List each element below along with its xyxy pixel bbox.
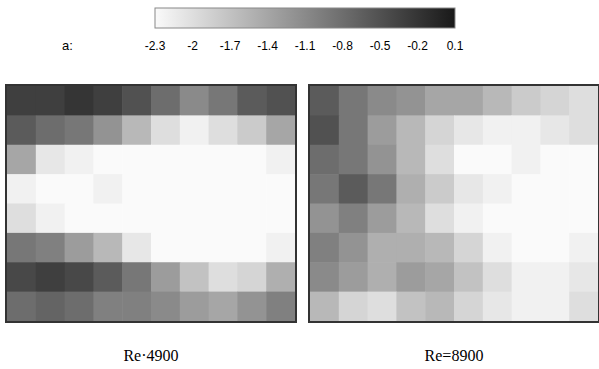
html-text:Re=8900: Re=8900 <box>424 347 484 364</box>
svg-text:-1.4: -1.4 <box>257 39 278 53</box>
svg-text:-1.7: -1.7 <box>220 39 241 53</box>
svg-text:a:: a: <box>62 38 73 53</box>
svg-text:-2.3: -2.3 <box>145 39 166 53</box>
html-text:Re·4900: Re·4900 <box>123 347 179 364</box>
svg-text:-0.8: -0.8 <box>332 39 353 53</box>
svg-text:0.1: 0.1 <box>447 39 464 53</box>
svg-text:-0.2: -0.2 <box>407 39 428 53</box>
svg-text:-1.1: -1.1 <box>295 39 316 53</box>
svg-text:-2: -2 <box>187 39 198 53</box>
svg-text:-0.5: -0.5 <box>370 39 391 53</box>
